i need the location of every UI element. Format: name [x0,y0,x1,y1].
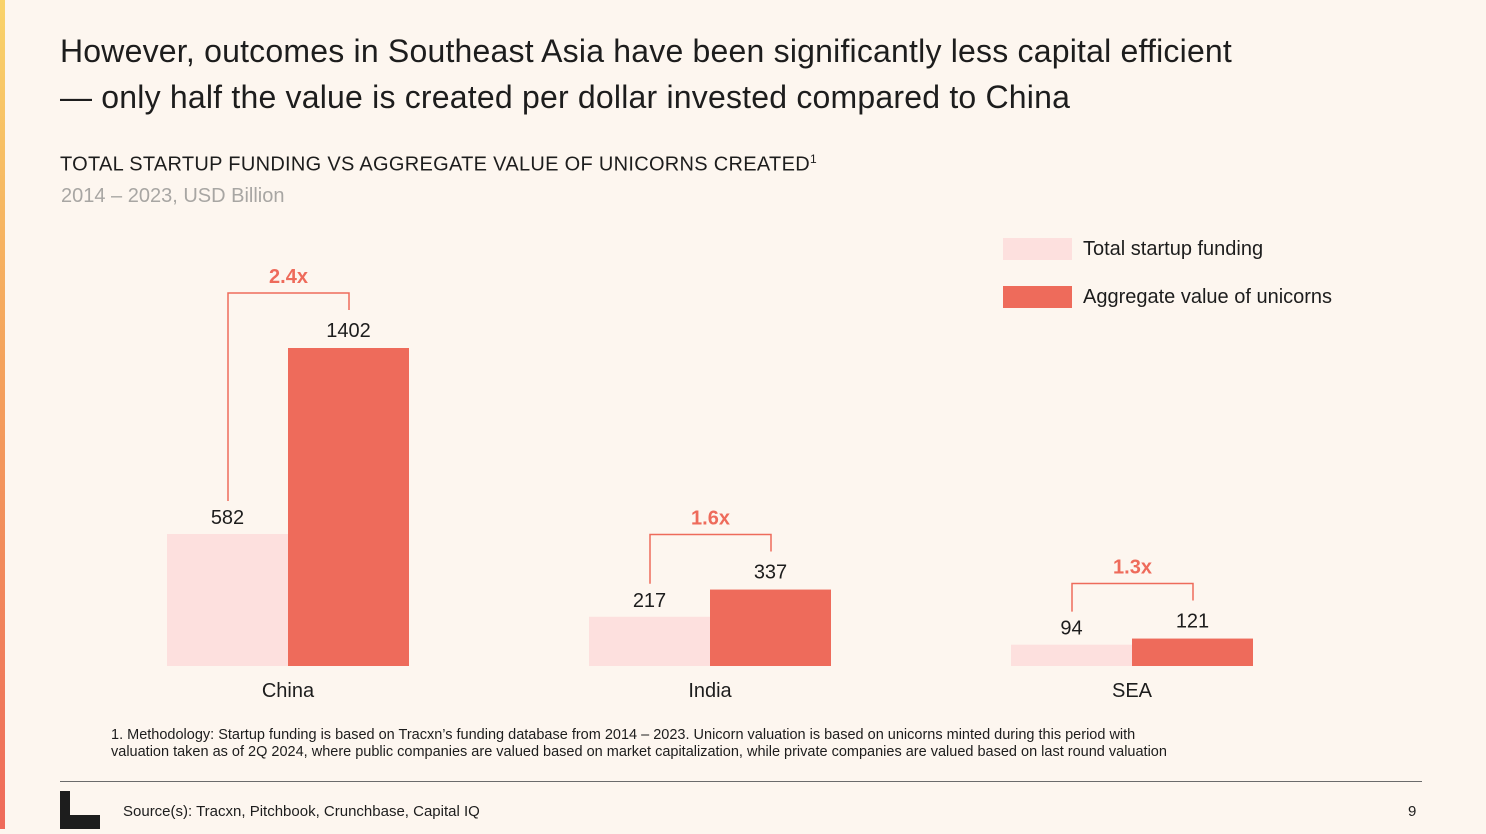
legend-item-funding: Total startup funding [1003,237,1332,261]
headline-line-1: However, outcomes in Southeast Asia have… [60,33,1233,69]
multiplier-label-china: 2.4x [269,266,308,288]
data-label-funding-china: 582 [211,507,244,529]
bar-unicorns-sea [1132,638,1253,666]
multiplier-label-india: 1.6x [691,508,730,530]
category-label-india: India [688,680,732,702]
legend-label-unicorns: Aggregate value of unicorns [1083,285,1333,308]
bar-funding-china [167,533,288,666]
methodology-footnote: 1. Methodology: Startup funding is based… [111,727,1331,761]
legend-item-unicorns: Aggregate value of unicorns [1003,285,1332,309]
legend-label-funding: Total startup funding [1083,237,1264,260]
footnote-line-2: valuation taken as of 2Q 2024, where pub… [111,744,1167,760]
headline-line-2: — only half the value is created per dol… [60,79,1071,115]
legend-swatch-unicorns [1003,286,1072,308]
data-label-unicorns-china: 1402 [326,320,371,342]
page-number: 9 [1408,803,1417,820]
accent-bar [0,0,5,829]
chart-title-text: TOTAL STARTUP FUNDING VS AGGREGATE VALUE… [60,153,810,176]
multiplier-bracket-china [227,292,350,501]
data-label-unicorns-india: 337 [754,562,787,584]
data-label-unicorns-sea: 121 [1176,611,1209,633]
multiplier-bracket-sea [1071,582,1194,612]
chart-title-footnote-marker: 1 [809,152,817,166]
multiplier-bracket-india [649,533,772,584]
category-label-sea: SEA [1112,680,1153,702]
footnote-line-1: 1. Methodology: Startup funding is based… [111,727,1136,743]
category-label-china: China [262,680,315,702]
data-label-funding-india: 217 [633,590,666,612]
bar-unicorns-china [288,348,409,666]
multiplier-label-sea: 1.3x [1113,557,1152,579]
page-headline: However, outcomes in Southeast Asia have… [60,28,1440,120]
bar-funding-sea [1011,644,1132,666]
data-label-funding-sea: 94 [1060,618,1082,640]
chart-subtitle: 2014 – 2023, USD Billion [61,185,285,207]
bar-funding-india [589,616,710,666]
bar-unicorns-india [710,589,831,666]
company-logo [60,791,102,834]
footer-divider [60,781,1422,782]
legend-swatch-funding [1003,238,1072,260]
source-note: Source(s): Tracxn, Pitchbook, Crunchbase… [123,803,480,820]
chart-title: TOTAL STARTUP FUNDING VS AGGREGATE VALUE… [60,152,817,177]
chart-legend: Total startup funding Aggregate value of… [1003,237,1332,333]
